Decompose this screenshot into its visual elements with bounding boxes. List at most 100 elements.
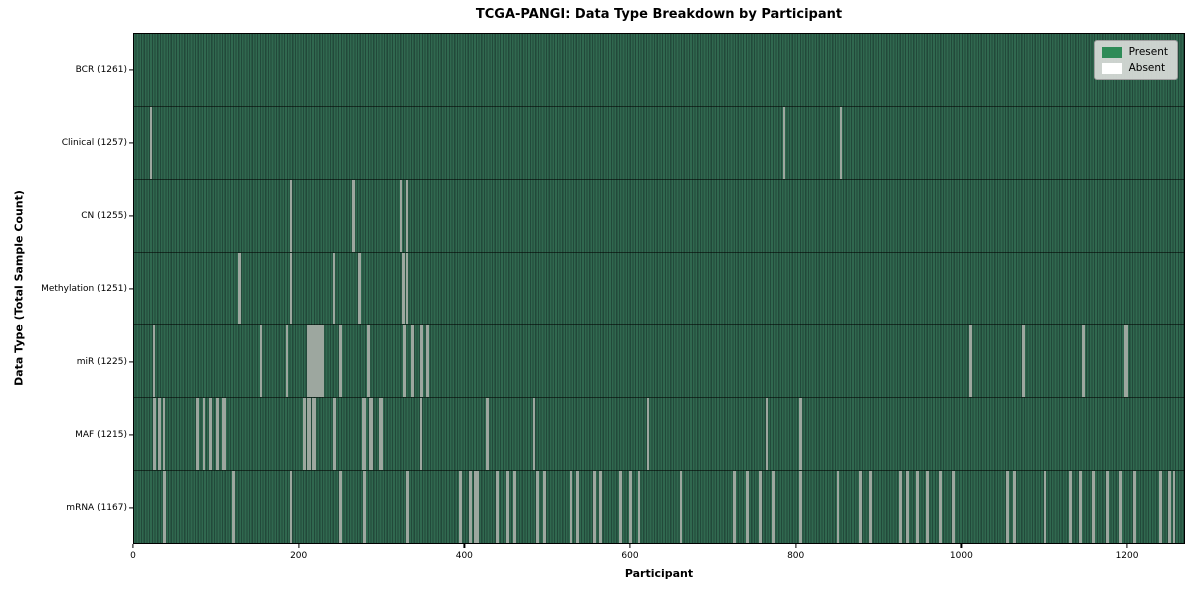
y-tick-label: MAF (1215) — [75, 429, 127, 440]
absent-line — [939, 471, 942, 544]
absent-line — [969, 325, 972, 398]
absent-line — [380, 398, 383, 471]
x-tick-label: 0 — [130, 551, 136, 561]
absent-line — [310, 325, 313, 398]
absent-line — [1083, 325, 1086, 398]
y-tick-label: mRNA (1167) — [66, 502, 127, 513]
absent-line — [1069, 471, 1072, 544]
absent-line — [340, 325, 343, 398]
absent-line — [421, 325, 424, 398]
absent-line — [427, 325, 430, 398]
legend: Present Absent — [1093, 40, 1178, 80]
y-tick-mark — [129, 68, 133, 71]
absent-line — [313, 398, 316, 471]
chart-title: TCGA-PANGI: Data Type Breakdown by Parti… — [475, 7, 843, 22]
present-swatch-icon — [1101, 46, 1122, 58]
absent-line — [153, 398, 156, 471]
absent-line — [916, 471, 919, 544]
absent-line — [1160, 471, 1163, 544]
absent-line — [733, 471, 736, 544]
absent-line — [1022, 325, 1025, 398]
y-tick-label: Methylation (1251) — [41, 283, 127, 294]
absent-line — [364, 471, 367, 544]
absent-line — [799, 398, 802, 471]
x-tick-mark — [960, 544, 962, 548]
absent-line — [210, 398, 213, 471]
absent-line — [158, 398, 161, 471]
absent-line — [318, 325, 321, 398]
absent-line — [953, 471, 956, 544]
absent-line — [407, 471, 410, 544]
absent-swatch-icon — [1101, 62, 1122, 74]
absent-line — [474, 471, 477, 544]
absent-line — [839, 106, 842, 179]
absent-line — [364, 398, 367, 471]
x-tick-mark — [463, 544, 465, 548]
absent-line — [259, 325, 262, 398]
x-tick-label: 600 — [621, 551, 639, 561]
absent-line — [308, 325, 311, 398]
legend-label-absent: Absent — [1128, 62, 1166, 74]
absent-line — [533, 398, 536, 471]
absent-line — [304, 398, 307, 471]
absent-line — [1044, 471, 1047, 544]
absent-line — [537, 471, 540, 544]
absent-line — [1013, 471, 1016, 544]
x-tick-mark — [1126, 544, 1128, 548]
y-tick-mark — [129, 141, 133, 144]
x-tick-label: 400 — [455, 551, 473, 561]
absent-line — [765, 398, 768, 471]
absent-line — [152, 325, 155, 398]
absent-line — [306, 325, 309, 398]
absent-line — [1126, 325, 1129, 398]
absent-line — [486, 398, 489, 471]
absent-line — [332, 252, 335, 325]
absent-line — [593, 471, 596, 544]
absent-line — [313, 325, 316, 398]
absent-line — [233, 471, 236, 544]
absent-line — [1133, 471, 1136, 544]
absent-line — [162, 398, 165, 471]
absent-line — [368, 325, 371, 398]
y-tick-mark — [129, 360, 133, 363]
row-methylation — [134, 252, 1184, 326]
absent-line — [224, 398, 227, 471]
absent-line — [506, 471, 509, 544]
absent-line — [497, 471, 500, 544]
y-tick-label: CN (1255) — [81, 210, 127, 221]
absent-line — [321, 325, 324, 398]
absent-line — [290, 179, 293, 252]
legend-label-present: Present — [1128, 46, 1168, 58]
absent-line — [406, 252, 409, 325]
y-tick-mark — [129, 506, 133, 509]
absent-line — [679, 471, 682, 544]
absent-line — [163, 471, 166, 544]
absent-line — [290, 252, 293, 325]
absent-line — [203, 398, 206, 471]
absent-line — [352, 179, 355, 252]
absent-line — [412, 325, 415, 398]
absent-line — [403, 325, 406, 398]
absent-line — [570, 471, 573, 544]
absent-line — [308, 398, 311, 471]
y-axis-label: Data Type (Total Sample Count) — [12, 190, 26, 386]
absent-line — [900, 471, 903, 544]
x-tick-label: 1000 — [949, 551, 973, 561]
plot-area: Present Absent — [133, 33, 1185, 544]
absent-line — [543, 471, 546, 544]
absent-line — [638, 471, 641, 544]
row-maf — [134, 398, 1184, 472]
absent-line — [576, 471, 579, 544]
absent-line — [370, 398, 373, 471]
row-clinical — [134, 106, 1184, 180]
x-axis-label: Participant — [624, 567, 694, 580]
absent-line — [620, 471, 623, 544]
y-tick-mark — [129, 214, 133, 217]
absent-line — [340, 471, 343, 544]
absent-line — [783, 106, 786, 179]
absent-line — [196, 398, 199, 471]
row-mrna — [134, 471, 1184, 544]
y-tick-label: Clinical (1257) — [61, 137, 127, 148]
x-tick-mark — [629, 544, 631, 548]
